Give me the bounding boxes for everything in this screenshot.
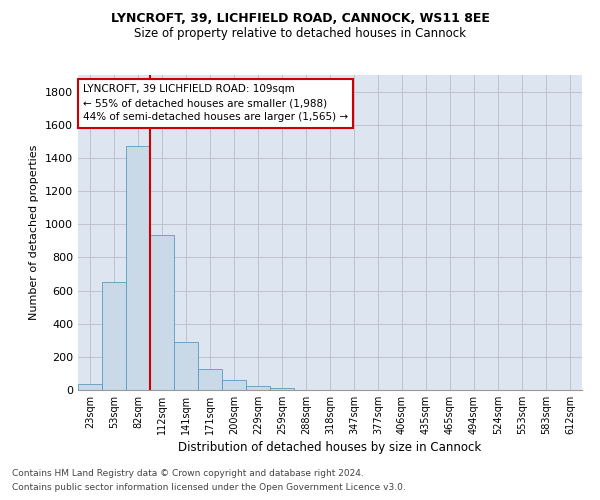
Bar <box>78 384 102 390</box>
Y-axis label: Number of detached properties: Number of detached properties <box>29 145 40 320</box>
Bar <box>198 370 222 390</box>
Bar <box>246 386 270 390</box>
Bar <box>270 388 294 390</box>
Bar <box>222 380 246 390</box>
X-axis label: Distribution of detached houses by size in Cannock: Distribution of detached houses by size … <box>178 441 482 454</box>
Text: LYNCROFT, 39 LICHFIELD ROAD: 109sqm
← 55% of detached houses are smaller (1,988): LYNCROFT, 39 LICHFIELD ROAD: 109sqm ← 55… <box>83 84 348 122</box>
Text: Contains HM Land Registry data © Crown copyright and database right 2024.: Contains HM Land Registry data © Crown c… <box>12 468 364 477</box>
Bar <box>126 146 150 390</box>
Text: Contains public sector information licensed under the Open Government Licence v3: Contains public sector information licen… <box>12 484 406 492</box>
Bar <box>102 282 126 390</box>
Bar <box>174 342 198 390</box>
Text: Size of property relative to detached houses in Cannock: Size of property relative to detached ho… <box>134 28 466 40</box>
Text: LYNCROFT, 39, LICHFIELD ROAD, CANNOCK, WS11 8EE: LYNCROFT, 39, LICHFIELD ROAD, CANNOCK, W… <box>110 12 490 26</box>
Bar <box>150 235 174 390</box>
